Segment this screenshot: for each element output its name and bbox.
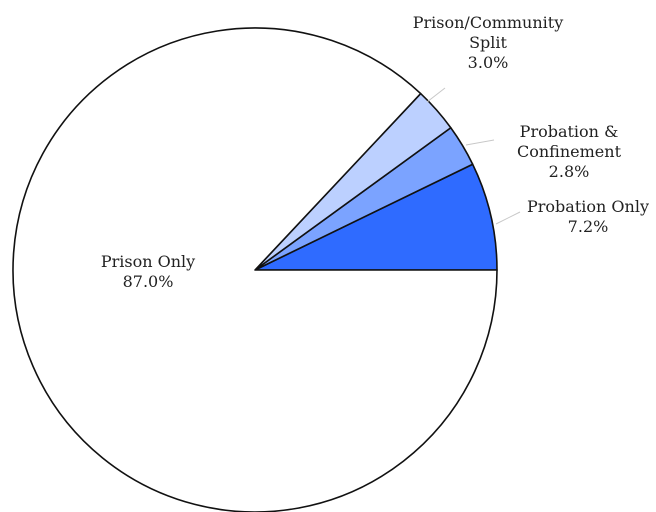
pie-slices xyxy=(12,27,498,512)
slice-value-label: 2.8% xyxy=(549,162,590,181)
slice-name-label: Prison Only xyxy=(101,252,195,271)
slice-label: Probation Only 7.2% xyxy=(527,197,649,236)
slice-label: Prison Only 87.0% xyxy=(101,252,195,291)
slice-name-label: Confinement xyxy=(517,142,622,161)
leader-line xyxy=(426,87,446,103)
slice-name-label: Split xyxy=(469,33,507,52)
slice-value-label: 3.0% xyxy=(468,53,509,72)
slice-name-label: Probation Only xyxy=(527,197,649,216)
leader-line xyxy=(465,139,495,146)
slice-labels: Probation Only 7.2% Probation & Confinement… xyxy=(101,13,649,291)
slice-name-label: Prison/Community xyxy=(413,13,563,32)
pie-slice-prison-only xyxy=(12,27,498,512)
pie-slice-probation-only xyxy=(254,163,498,271)
slice-value-label: 7.2% xyxy=(568,217,609,236)
leader-lines xyxy=(426,87,521,225)
leader-line xyxy=(495,211,521,225)
slice-label: Probation & Confinement 2.8% xyxy=(517,122,622,181)
slice-name-label: Probation & xyxy=(520,122,619,141)
slice-value-label: 87.0% xyxy=(123,272,174,291)
slice-label: Prison/Community Split 3.0% xyxy=(413,13,563,72)
